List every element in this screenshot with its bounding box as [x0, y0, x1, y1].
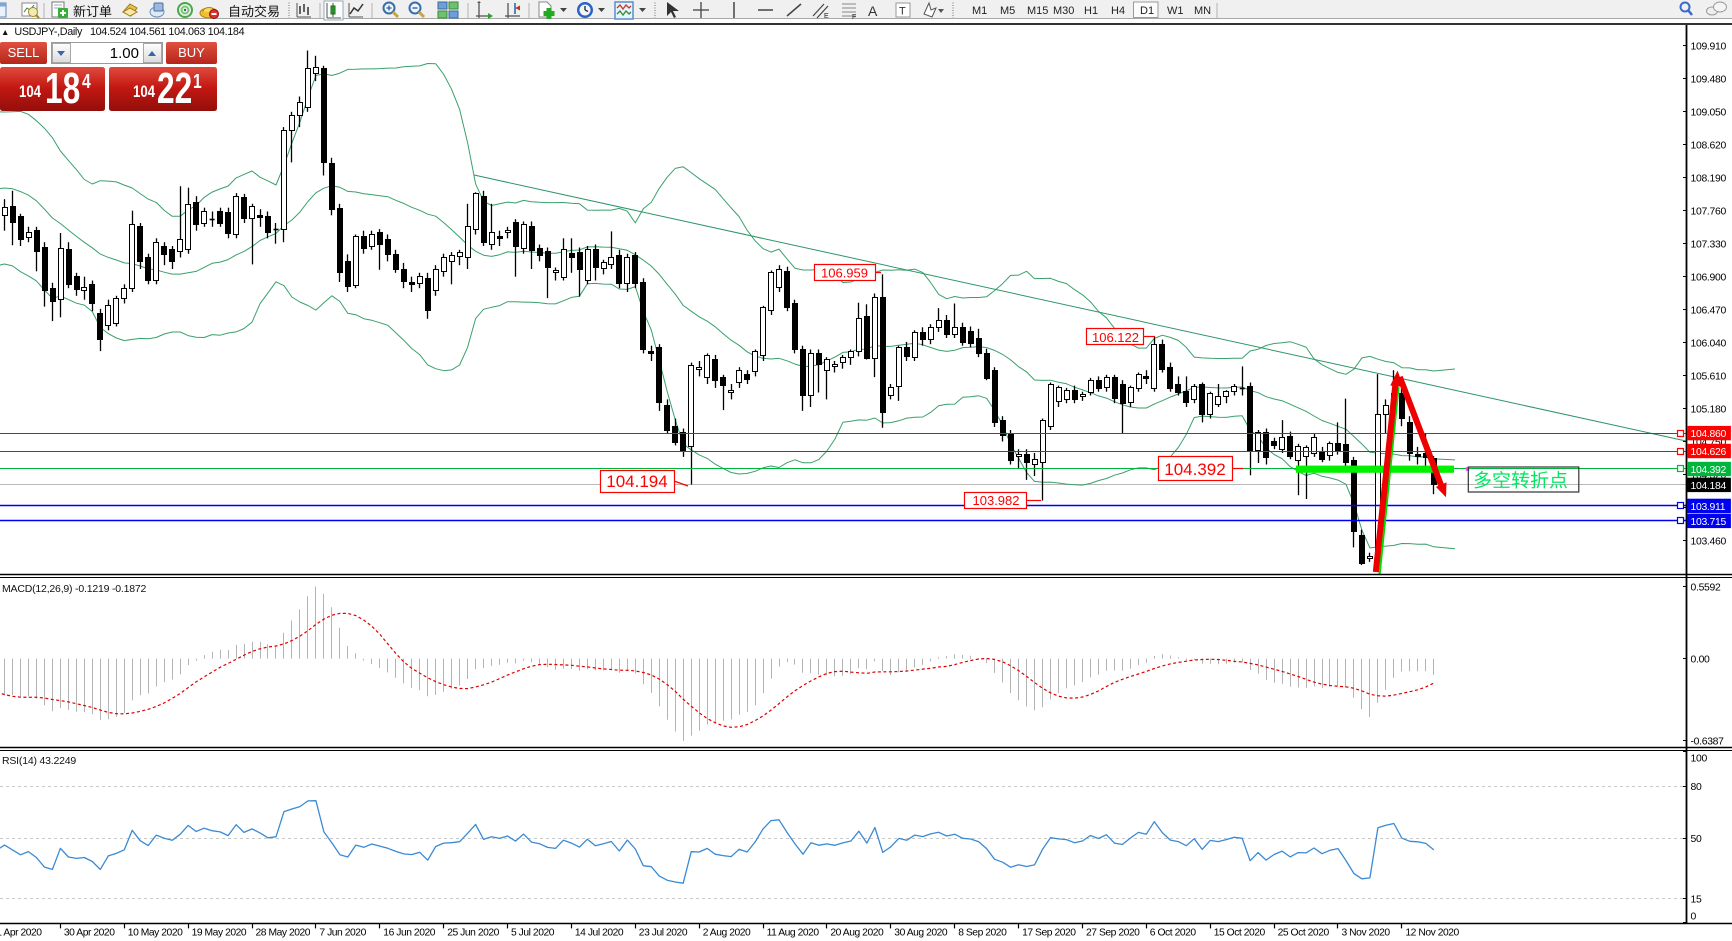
svg-text:103.460: 103.460 — [1691, 536, 1727, 547]
svg-text:80: 80 — [1691, 782, 1702, 793]
svg-text:5 Jul 2020: 5 Jul 2020 — [511, 928, 555, 939]
svg-text:19 May 2020: 19 May 2020 — [192, 928, 247, 939]
svg-text:104.860: 104.860 — [1691, 429, 1727, 440]
svg-text:M30: M30 — [1053, 5, 1074, 17]
svg-text:109.050: 109.050 — [1691, 108, 1727, 119]
svg-text:T: T — [899, 6, 906, 18]
svg-text:104.184: 104.184 — [1691, 481, 1727, 492]
svg-text:6 Oct 2020: 6 Oct 2020 — [1150, 928, 1197, 939]
svg-text:0.00: 0.00 — [1691, 654, 1711, 665]
svg-text:H1: H1 — [1084, 5, 1098, 17]
svg-text:A: A — [868, 3, 878, 19]
svg-text:30 Apr 2020: 30 Apr 2020 — [64, 928, 115, 939]
svg-text:103.911: 103.911 — [1691, 502, 1726, 513]
svg-text:14 Jul 2020: 14 Jul 2020 — [575, 928, 624, 939]
svg-text:104.194: 104.194 — [606, 472, 667, 491]
svg-text:108.620: 108.620 — [1691, 141, 1727, 152]
svg-text:104.750: 104.750 — [1691, 437, 1727, 448]
svg-text:25 Oct 2020: 25 Oct 2020 — [1278, 928, 1330, 939]
svg-text:109.480: 109.480 — [1691, 75, 1727, 86]
svg-text:8 Sep 2020: 8 Sep 2020 — [958, 928, 1007, 939]
svg-text:107.330: 107.330 — [1691, 240, 1727, 251]
svg-text:106.040: 106.040 — [1691, 338, 1727, 349]
svg-text:3 Nov 2020: 3 Nov 2020 — [1342, 928, 1391, 939]
svg-text:16 Jun 2020: 16 Jun 2020 — [383, 928, 435, 939]
svg-text:104.626: 104.626 — [1691, 447, 1727, 458]
svg-text:100: 100 — [1691, 753, 1708, 764]
svg-text:M5: M5 — [1000, 5, 1015, 17]
svg-text:21 Apr 2020: 21 Apr 2020 — [0, 928, 42, 939]
svg-text:D1: D1 — [1140, 5, 1154, 17]
svg-text:106.900: 106.900 — [1691, 273, 1727, 284]
svg-text:106.470: 106.470 — [1691, 305, 1727, 316]
svg-text:MN: MN — [1194, 5, 1211, 17]
svg-text:15: 15 — [1691, 894, 1702, 905]
svg-text:105.610: 105.610 — [1691, 371, 1727, 382]
svg-text:MACD(12,26,9) -0.1219 -0.1872: MACD(12,26,9) -0.1219 -0.1872 — [2, 583, 147, 595]
svg-text:12 Nov 2020: 12 Nov 2020 — [1405, 928, 1459, 939]
svg-text:27 Sep 2020: 27 Sep 2020 — [1086, 928, 1140, 939]
svg-text:RSI(14) 43.2249: RSI(14) 43.2249 — [2, 755, 76, 767]
svg-text:M15: M15 — [1027, 5, 1048, 17]
svg-text:10 May 2020: 10 May 2020 — [128, 928, 183, 939]
svg-text:0: 0 — [1691, 911, 1697, 922]
svg-text:23 Jul 2020: 23 Jul 2020 — [639, 928, 688, 939]
svg-text:106.122: 106.122 — [1092, 330, 1139, 345]
svg-text:15 Oct 2020: 15 Oct 2020 — [1214, 928, 1266, 939]
svg-text:28 May 2020: 28 May 2020 — [256, 928, 311, 939]
svg-text:107.760: 107.760 — [1691, 207, 1727, 218]
svg-text:30 Aug 2020: 30 Aug 2020 — [894, 928, 948, 939]
svg-text:0.5592: 0.5592 — [1691, 582, 1722, 593]
svg-text:105.180: 105.180 — [1691, 404, 1727, 415]
svg-text:103.982: 103.982 — [973, 493, 1020, 508]
svg-text:103.715: 103.715 — [1691, 517, 1727, 528]
svg-text:F: F — [852, 14, 856, 21]
svg-text:106.959: 106.959 — [821, 265, 868, 280]
svg-text:2 Aug 2020: 2 Aug 2020 — [703, 928, 751, 939]
svg-text:104.392: 104.392 — [1691, 465, 1727, 476]
svg-text:M1: M1 — [972, 5, 987, 17]
svg-text:20 Aug 2020: 20 Aug 2020 — [830, 928, 884, 939]
svg-text:17 Sep 2020: 17 Sep 2020 — [1022, 928, 1076, 939]
svg-text:W1: W1 — [1167, 5, 1184, 17]
svg-text:109.910: 109.910 — [1691, 42, 1727, 53]
svg-text:-0.6387: -0.6387 — [1691, 737, 1725, 748]
svg-text:25 Jun 2020: 25 Jun 2020 — [447, 928, 499, 939]
svg-text:104.392: 104.392 — [1164, 460, 1225, 479]
svg-text:H4: H4 — [1111, 5, 1125, 17]
svg-text:7 Jun 2020: 7 Jun 2020 — [319, 928, 366, 939]
svg-text:50: 50 — [1691, 834, 1702, 845]
svg-text:108.190: 108.190 — [1691, 174, 1727, 185]
svg-text:11 Aug 2020: 11 Aug 2020 — [767, 928, 820, 939]
svg-text:E: E — [824, 13, 829, 20]
